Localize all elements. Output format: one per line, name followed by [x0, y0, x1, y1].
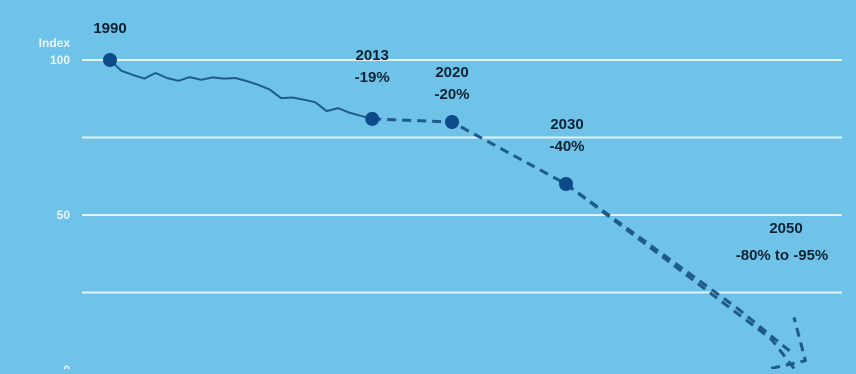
- year-label: 1990: [93, 20, 126, 37]
- y-tick-label: 100: [50, 53, 70, 67]
- projected-path-line: [770, 316, 807, 370]
- reduction-label: -19%: [355, 69, 390, 86]
- reduction-label: -40%: [549, 138, 584, 155]
- y-axis-label: Index: [39, 36, 71, 50]
- data-markers: [103, 53, 573, 191]
- year-label: 2050: [769, 220, 802, 237]
- series-lines: [109, 59, 807, 370]
- annotations: 1990 2013 -19% 2020 -20% 2030 -40% 2050 -80% to …: [93, 20, 828, 264]
- year-label: 2020: [435, 64, 468, 81]
- data-marker: [559, 177, 573, 191]
- historical-emissions-line: [109, 59, 373, 120]
- reduction-label: -20%: [434, 86, 469, 103]
- projected-path-line: [565, 182, 795, 356]
- y-axis: Index 100 50 0: [39, 36, 71, 374]
- data-marker: [103, 53, 117, 67]
- y-tick-label: 0: [63, 363, 70, 369]
- data-marker: [445, 115, 459, 129]
- year-label: 2030: [550, 116, 583, 133]
- target-range-label: -80% to -95%: [736, 247, 829, 264]
- year-label: 2013: [356, 47, 389, 64]
- data-marker: [365, 111, 380, 126]
- y-tick-label: 50: [57, 208, 71, 222]
- projected-path-line: [372, 117, 796, 370]
